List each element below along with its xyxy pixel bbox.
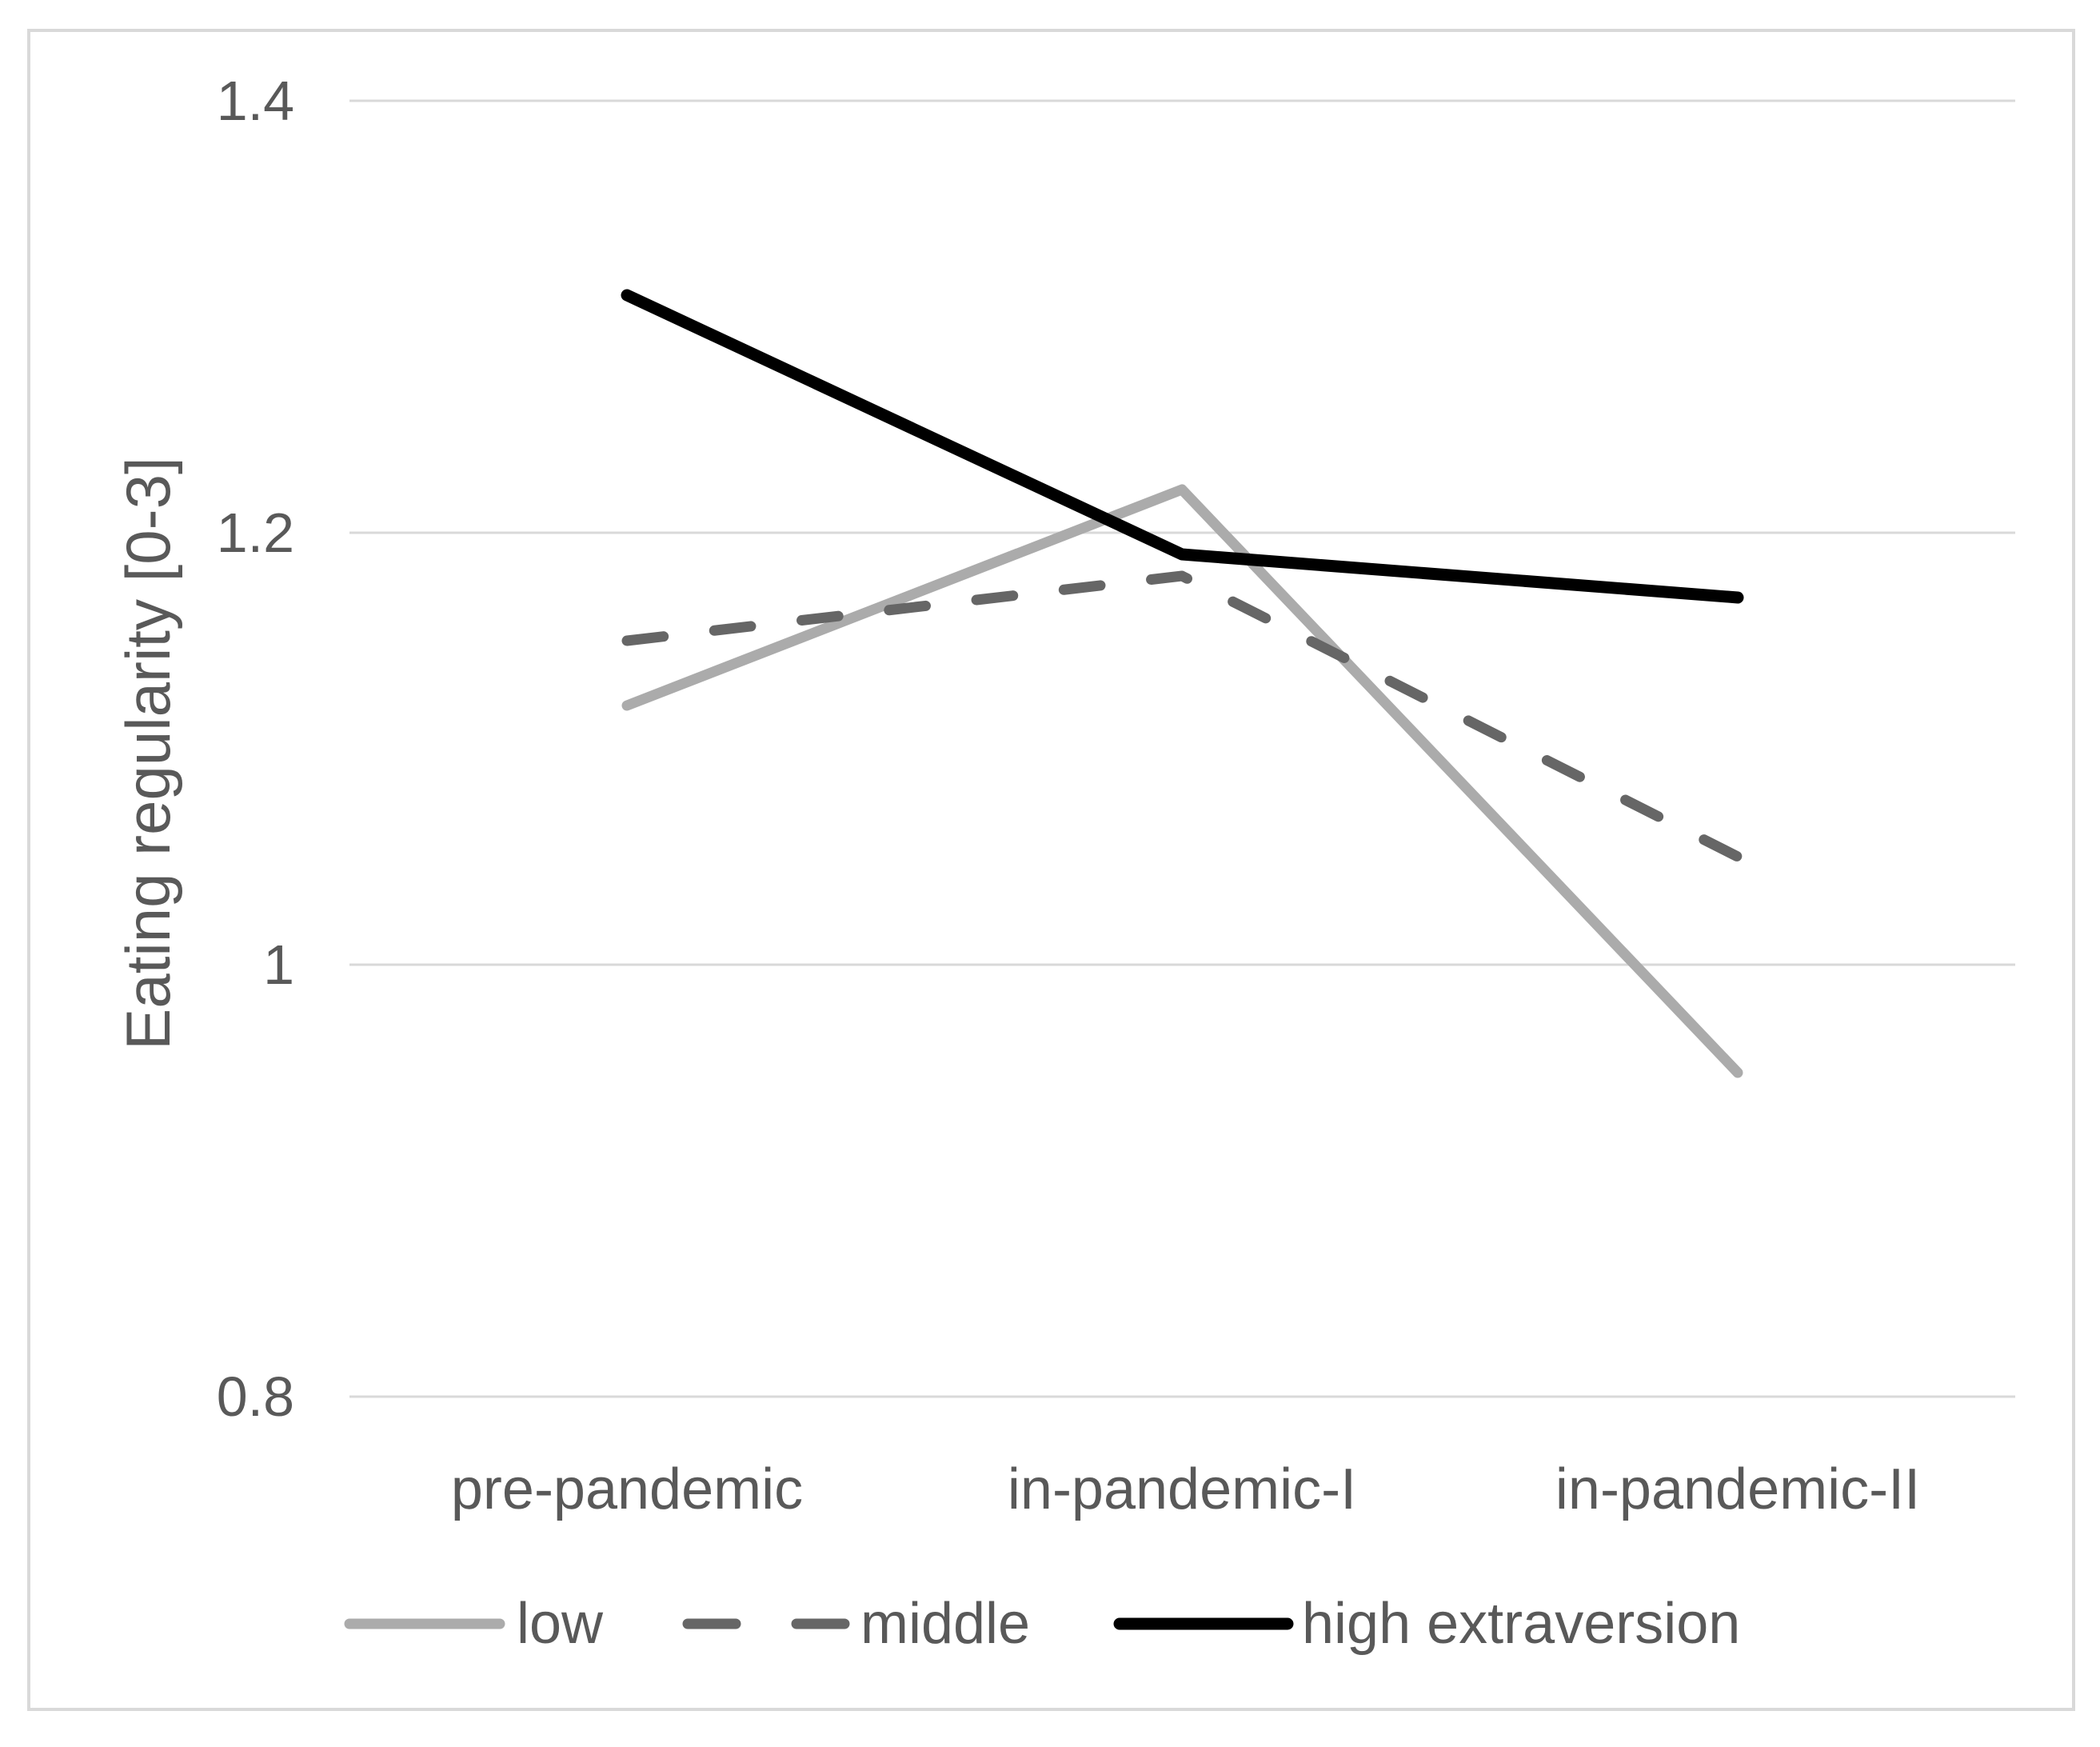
y-tick-label: 0.8 xyxy=(217,1365,294,1428)
chart-frame xyxy=(27,29,2075,1711)
series-line-low xyxy=(621,484,1743,1078)
legend-label-low: low xyxy=(517,1592,604,1656)
x-category-label: in-pandemic-II xyxy=(1555,1457,1920,1521)
x-category-label: pre-pandemic xyxy=(451,1457,803,1521)
x-category-label: in-pandemic-I xyxy=(1008,1457,1356,1521)
series-line-middle xyxy=(621,570,1743,862)
y-tick-label: 1.2 xyxy=(217,502,294,564)
series-line-high-extraversion xyxy=(621,289,1744,604)
y-tick-label: 1 xyxy=(263,933,294,996)
legend-label-high-extraversion: high extraversion xyxy=(1302,1592,1740,1656)
y-axis-title: Eating regularity [0-3] xyxy=(113,457,183,1049)
y-tick-label: 1.4 xyxy=(217,70,294,132)
legend-label-middle: middle xyxy=(860,1592,1030,1656)
